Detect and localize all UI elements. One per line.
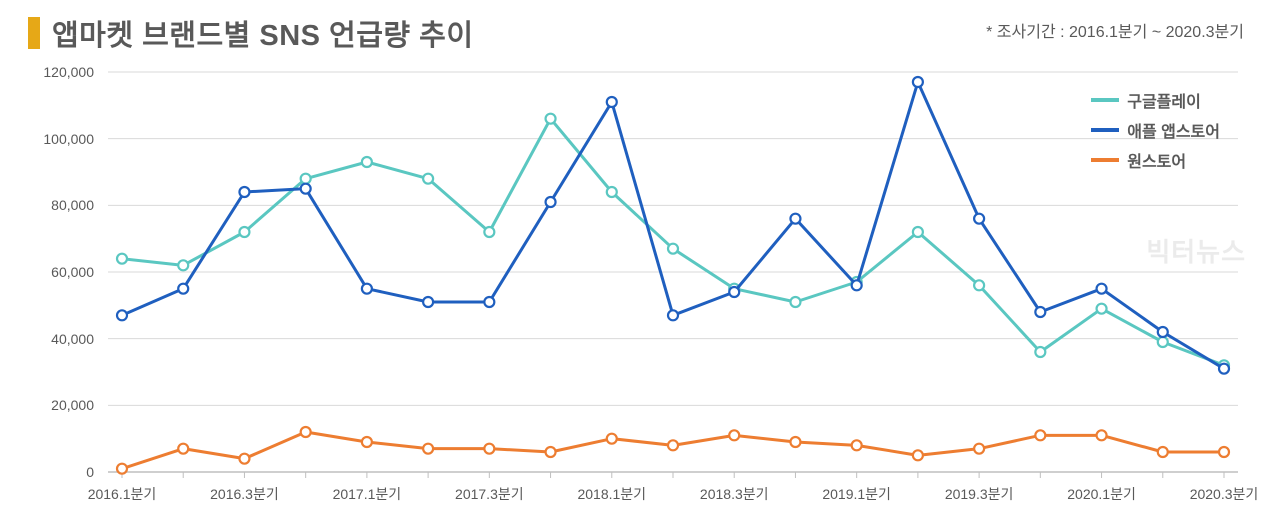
legend-item: 원스토어 [1091, 148, 1220, 172]
survey-period: * 조사기간 : 2016.1분기 ~ 2020.3분기 [986, 12, 1244, 42]
x-tick-label: 2019.1분기 [822, 484, 891, 504]
legend-swatch [1091, 158, 1119, 162]
legend-swatch [1091, 98, 1119, 102]
y-tick-label: 40,000 [30, 331, 94, 347]
y-tick-label: 120,000 [30, 64, 94, 80]
x-tick-label: 2016.3분기 [210, 484, 279, 504]
y-tick-label: 80,000 [30, 197, 94, 213]
x-tick-label: 2016.1분기 [88, 484, 157, 504]
x-tick-label: 2020.3분기 [1190, 484, 1259, 504]
x-tick-label: 2017.3분기 [455, 484, 524, 504]
line-chart-svg [30, 62, 1250, 512]
x-tick-label: 2020.1분기 [1067, 484, 1136, 504]
legend-item: 애플 앱스토어 [1091, 118, 1220, 142]
title-accent-bar [28, 17, 40, 49]
x-tick-label: 2018.3분기 [700, 484, 769, 504]
legend-label: 구글플레이 [1127, 88, 1201, 112]
chart-header: 앱마켓 브랜드별 SNS 언급량 추이 * 조사기간 : 2016.1분기 ~ … [0, 0, 1280, 54]
y-tick-label: 0 [30, 464, 94, 480]
x-tick-label: 2019.3분기 [945, 484, 1014, 504]
y-tick-label: 20,000 [30, 397, 94, 413]
legend-label: 애플 앱스토어 [1127, 118, 1220, 142]
legend-item: 구글플레이 [1091, 88, 1220, 112]
chart-area: 020,00040,00060,00080,000100,000120,000 … [30, 62, 1250, 512]
watermark: 빅터뉴스 [1146, 232, 1246, 269]
chart-title: 앱마켓 브랜드별 SNS 언급량 추이 [52, 12, 474, 54]
y-tick-label: 60,000 [30, 264, 94, 280]
title-wrap: 앱마켓 브랜드별 SNS 언급량 추이 [28, 12, 474, 54]
x-tick-label: 2018.1분기 [577, 484, 646, 504]
legend-swatch [1091, 128, 1119, 132]
y-tick-label: 100,000 [30, 131, 94, 147]
x-tick-label: 2017.1분기 [333, 484, 402, 504]
chart-legend: 구글플레이애플 앱스토어원스토어 [1091, 88, 1220, 172]
legend-label: 원스토어 [1127, 148, 1186, 172]
